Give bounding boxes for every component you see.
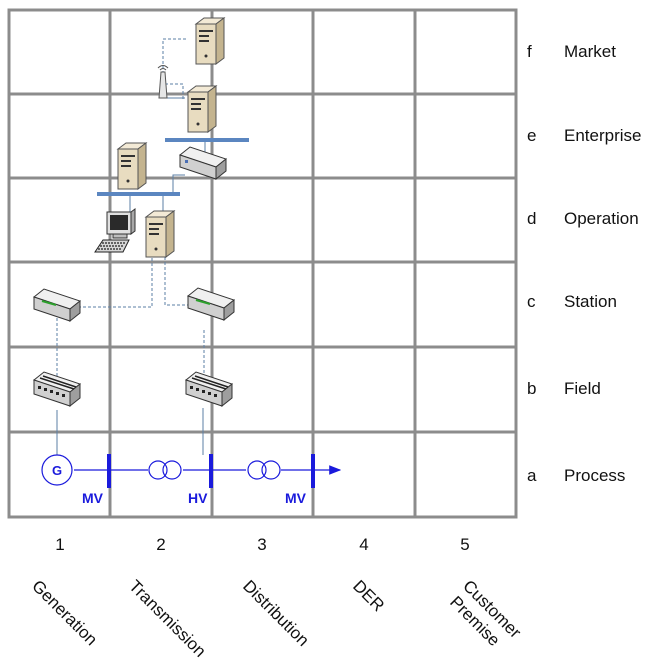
- voltage-label-mv: MV: [285, 490, 307, 506]
- busbar-mv-generation: [107, 454, 111, 488]
- zone-letter-a: a: [527, 466, 537, 485]
- zone-name-station: Station: [564, 292, 617, 311]
- zone-labels: f Market e Enterprise d Operation c Stat…: [527, 42, 641, 485]
- workstation-icon: [94, 208, 136, 253]
- switch-icon: [32, 371, 82, 408]
- domain-name-transmission: Transmission: [125, 576, 209, 660]
- server-icon: [186, 85, 218, 133]
- domain-number-3: 3: [257, 535, 266, 554]
- domain-names: Generation Transmission Distribution DER…: [28, 576, 525, 660]
- zone-name-process: Process: [564, 466, 625, 485]
- server-icon: [194, 17, 226, 65]
- router-icon: [178, 146, 228, 181]
- voltage-label-mv: MV: [82, 490, 104, 506]
- router-icon: [186, 287, 236, 322]
- generator-icon: G: [41, 454, 73, 486]
- zone-name-market: Market: [564, 42, 616, 61]
- domain-number-2: 2: [156, 535, 165, 554]
- router-icon: [32, 288, 82, 323]
- zone-name-field: Field: [564, 379, 601, 398]
- zone-letter-f: f: [527, 42, 532, 61]
- antenna-icon: [157, 65, 169, 99]
- zone-letter-e: e: [527, 126, 536, 145]
- zone-name-operation: Operation: [564, 209, 639, 228]
- network-buses: [97, 138, 249, 196]
- server-icon: [144, 210, 176, 258]
- server-icon: [116, 142, 148, 190]
- busbar-hv: [209, 454, 213, 488]
- domain-name-generation: Generation: [28, 576, 101, 649]
- domain-name-der: DER: [349, 576, 388, 615]
- transformer-icon: [148, 460, 182, 480]
- zone-letter-b: b: [527, 379, 536, 398]
- busbars: [107, 454, 315, 488]
- domain-numbers: 1 2 3 4 5: [55, 535, 469, 554]
- domain-number-1: 1: [55, 535, 64, 554]
- zone-letter-d: d: [527, 209, 536, 228]
- domain-number-5: 5: [460, 535, 469, 554]
- voltage-label-hv: HV: [188, 490, 208, 506]
- busbar-mv-distribution: [311, 454, 315, 488]
- domain-number-4: 4: [359, 535, 368, 554]
- transformer-icon: [247, 460, 281, 480]
- grid: [7, 8, 518, 519]
- zone-name-enterprise: Enterprise: [564, 126, 641, 145]
- domain-name-distribution: Distribution: [239, 576, 313, 650]
- zone-letter-c: c: [527, 292, 536, 311]
- switch-icon: [184, 371, 234, 408]
- generator-label: G: [52, 463, 62, 478]
